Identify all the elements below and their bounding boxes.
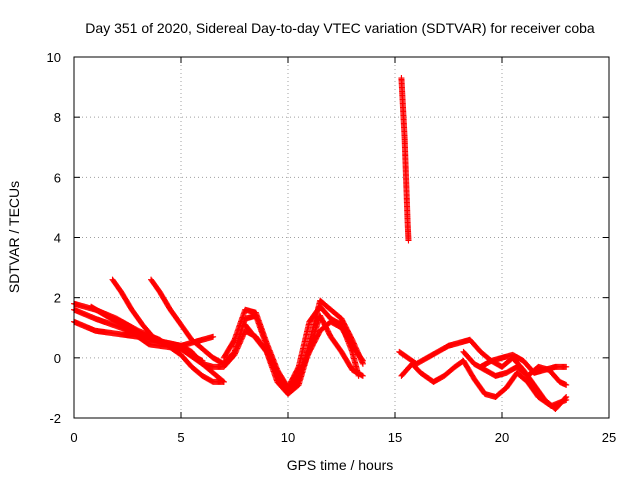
data-point (359, 360, 366, 367)
y-tick-label: 10 (47, 50, 61, 65)
axis-ticks: 0 5 10 15 20 25 -2 0 2 4 6 8 10 (47, 50, 617, 445)
series-track-09 (398, 75, 412, 244)
y-tick-label: -2 (49, 411, 61, 426)
y-tick-label: 8 (54, 110, 61, 125)
series-track-11 (398, 357, 570, 409)
series-track-05 (109, 276, 206, 364)
data-point (295, 365, 302, 372)
data-point (563, 381, 570, 388)
y-tick-label: 0 (54, 351, 61, 366)
data-point (405, 237, 412, 244)
data-point (199, 357, 206, 364)
y-tick-label: 2 (54, 291, 61, 306)
series-track-12 (460, 348, 570, 388)
data-point (359, 359, 366, 366)
x-tick-label: 10 (281, 430, 295, 445)
y-axis-label: SDTVAR / TECUs (6, 181, 22, 293)
x-tick-label: 20 (495, 430, 509, 445)
chart-title: Day 351 of 2020, Sidereal Day-to-day VTE… (85, 20, 595, 36)
data-point (359, 372, 366, 379)
data-point (219, 378, 226, 385)
data-point (210, 333, 217, 340)
x-tick-label: 0 (70, 430, 77, 445)
data-point (220, 378, 227, 385)
x-axis-label: GPS time / hours (287, 457, 394, 473)
x-tick-label: 5 (177, 430, 184, 445)
data-point (563, 396, 570, 403)
y-tick-label: 4 (54, 231, 61, 246)
x-tick-label: 25 (602, 430, 616, 445)
series-track-13 (477, 351, 570, 376)
x-tick-label: 15 (388, 430, 402, 445)
y-tick-label: 6 (54, 170, 61, 185)
data-points (71, 75, 570, 412)
data-point (563, 363, 570, 370)
series-track-08 (242, 312, 366, 397)
